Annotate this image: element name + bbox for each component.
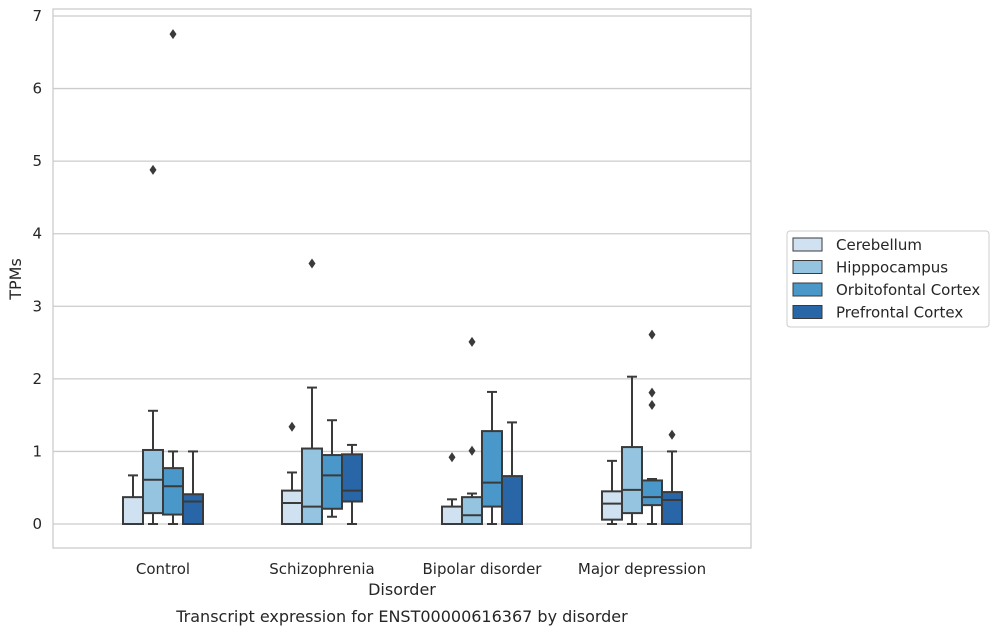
box-body — [321, 454, 343, 510]
chart-caption: Transcript expression for ENST0000061636… — [175, 607, 628, 626]
box-prefrontal-cortex — [341, 443, 363, 525]
box-groups — [122, 29, 683, 526]
box-body — [122, 496, 144, 525]
legend-label: Orbitofontal Cortex — [836, 281, 980, 299]
legend-frame — [786, 230, 990, 328]
outlier-point — [668, 429, 676, 440]
outlier-point — [288, 421, 296, 432]
y-tick-label: 5 — [32, 152, 42, 170]
box-body — [501, 475, 523, 525]
legend: Cerebellum Hipppocampus Orbitofontal Corte… — [786, 230, 990, 328]
box-body — [182, 493, 204, 526]
box-orbitofontal-cortex — [162, 29, 184, 525]
y-tick-label: 1 — [32, 442, 42, 460]
box-body — [641, 479, 663, 507]
legend-swatch — [792, 260, 823, 274]
box-body — [461, 496, 483, 525]
legend-swatch — [792, 305, 823, 319]
outlier-point — [468, 336, 476, 347]
box-body — [621, 446, 643, 515]
x-tick-label: Schizophrenia — [269, 560, 374, 578]
box-hipppocampus — [621, 375, 643, 525]
box-cerebellum — [441, 452, 463, 525]
x-tick-label: Major depression — [578, 560, 706, 578]
x-tick-label: Bipolar disorder — [423, 560, 543, 578]
y-tick-label: 4 — [32, 225, 42, 243]
legend-label: Cerebellum — [836, 236, 922, 254]
box-prefrontal-cortex — [661, 429, 683, 526]
y-tick-label: 0 — [32, 515, 42, 533]
box-cerebellum — [122, 474, 144, 525]
box-body — [481, 430, 503, 508]
box-orbitofontal-cortex — [321, 419, 343, 518]
box-body — [142, 448, 164, 515]
y-tick-labels: 0 1 2 3 4 5 6 7 — [32, 7, 42, 533]
outlier-point — [648, 399, 656, 410]
legend-label: Prefrontal Cortex — [836, 304, 963, 322]
box-orbitofontal-cortex — [481, 390, 503, 525]
y-tick-label: 2 — [32, 370, 42, 388]
plot-frame — [52, 8, 752, 549]
box-body — [601, 490, 623, 521]
outlier-point — [648, 387, 656, 398]
outlier-point — [308, 258, 316, 269]
box-body — [341, 453, 363, 503]
box-body — [281, 489, 303, 526]
outlier-point — [169, 29, 177, 40]
outlier-point — [468, 445, 476, 456]
y-tick-label: 3 — [32, 297, 42, 315]
box-prefrontal-cortex — [501, 421, 523, 525]
box-body — [301, 447, 323, 526]
outlier-point — [648, 329, 656, 340]
box-prefrontal-cortex — [182, 450, 204, 526]
box-body — [661, 491, 683, 526]
outlier-point — [448, 452, 456, 463]
x-tick-labels: Control Schizophrenia Bipolar disorder Majo… — [136, 560, 706, 578]
outlier-point — [149, 164, 157, 175]
box-body — [162, 467, 184, 516]
y-axis-label: TPMs — [6, 258, 25, 301]
box-body — [441, 505, 463, 525]
y-tick-label: 6 — [32, 80, 42, 98]
legend-swatch — [792, 282, 823, 297]
legend-label: Hipppocampus — [836, 259, 948, 277]
legend-swatch — [792, 237, 823, 252]
x-tick-label: Control — [136, 560, 190, 578]
box-cerebellum — [601, 459, 623, 525]
box-hipppocampus — [461, 336, 483, 525]
y-tick-label: 7 — [32, 7, 42, 25]
x-axis-label: Disorder — [368, 580, 436, 599]
